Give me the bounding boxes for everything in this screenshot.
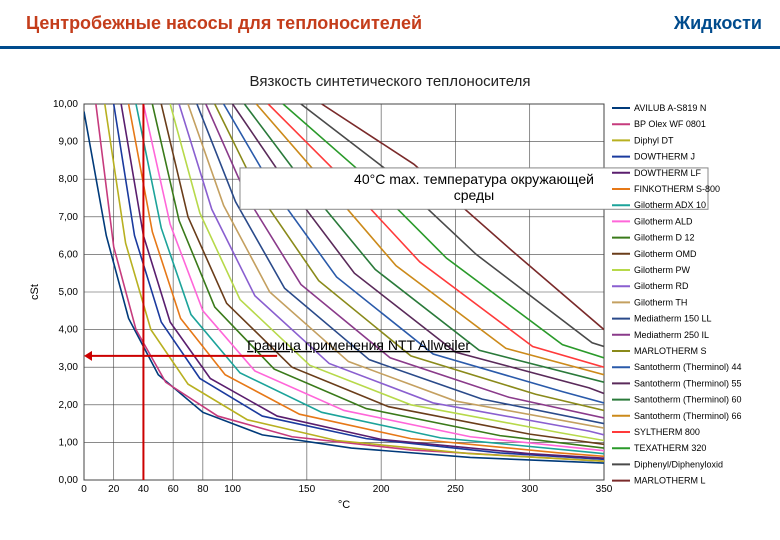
- legend-item: AVILUB A-S819 N: [634, 103, 706, 113]
- legend-item: MARLOTHERM S: [634, 346, 707, 356]
- legend-item: Santotherm (Therminol) 66: [634, 411, 742, 421]
- svg-text:350: 350: [596, 484, 613, 495]
- legend-item: Mediatherm 150 LL: [634, 314, 712, 324]
- svg-text:3,00: 3,00: [59, 362, 79, 373]
- legend-item: Gilotherm PW: [634, 265, 691, 275]
- legend-item: Santotherm (Therminol) 55: [634, 378, 742, 388]
- legend-item: Gilotherm TH: [634, 297, 687, 307]
- legend-item: DOWTHERM LF: [634, 168, 701, 178]
- legend-item: FINKOTHERM S-800: [634, 184, 720, 194]
- legend-item: MARLOTHERM L: [634, 476, 706, 486]
- chart-title: Вязкость синтетического теплоносителя: [0, 73, 780, 90]
- legend-item: SYLTHERM 800: [634, 427, 700, 437]
- legend-item: DOWTHERM J: [634, 152, 695, 162]
- legend-item: Gilotherm ALD: [634, 216, 693, 226]
- svg-text:250: 250: [447, 484, 464, 495]
- svg-text:среды: среды: [454, 187, 495, 203]
- legend-item: TEXATHERM 320: [634, 443, 706, 453]
- svg-text:cSt: cSt: [29, 284, 41, 300]
- legend-item: Gilotherm ADX 10: [634, 200, 706, 210]
- legend-item: Gilotherm OMD: [634, 249, 697, 259]
- svg-text:°C: °C: [338, 499, 350, 511]
- legend-item: Mediatherm 250 IL: [634, 330, 709, 340]
- svg-text:5,00: 5,00: [59, 287, 79, 298]
- legend-item: Diphyl DT: [634, 135, 674, 145]
- legend-item: Santotherm (Therminol) 44: [634, 362, 742, 372]
- svg-text:0: 0: [81, 484, 87, 495]
- svg-text:20: 20: [108, 484, 120, 495]
- svg-text:80: 80: [197, 484, 209, 495]
- legend-item: BP Olex WF 0801: [634, 119, 706, 129]
- annotation-ntt-limit: Граница применения NTT Allweiler: [247, 337, 470, 353]
- annotation-max-temp: 40°C max. температура окружающей: [354, 171, 594, 187]
- svg-text:4,00: 4,00: [59, 325, 79, 336]
- svg-text:150: 150: [299, 484, 316, 495]
- svg-text:10,00: 10,00: [53, 100, 78, 110]
- svg-text:6,00: 6,00: [59, 249, 79, 260]
- legend-item: Gilotherm RD: [634, 281, 689, 291]
- svg-text:0,00: 0,00: [59, 475, 79, 486]
- page-title-right: Жидкости: [674, 13, 762, 34]
- legend-item: Santotherm (Therminol) 60: [634, 395, 742, 405]
- legend-item: Diphenyl/Diphenyloxid: [634, 459, 723, 469]
- svg-text:1,00: 1,00: [59, 437, 79, 448]
- svg-text:9,00: 9,00: [59, 137, 79, 148]
- page-title-left: Центробежные насосы для теплоносителей: [26, 13, 422, 34]
- svg-text:40: 40: [138, 484, 150, 495]
- svg-text:2,00: 2,00: [59, 400, 79, 411]
- svg-text:60: 60: [168, 484, 180, 495]
- svg-text:300: 300: [521, 484, 538, 495]
- svg-text:7,00: 7,00: [59, 212, 79, 223]
- legend-item: Gilotherm D 12: [634, 233, 695, 243]
- svg-text:8,00: 8,00: [59, 174, 79, 185]
- chart: 0 20 40 60 80 100 150 200 250 300 350 0,00 1,00 2,00 3…: [24, 100, 754, 520]
- svg-text:100: 100: [224, 484, 241, 495]
- svg-text:200: 200: [373, 484, 390, 495]
